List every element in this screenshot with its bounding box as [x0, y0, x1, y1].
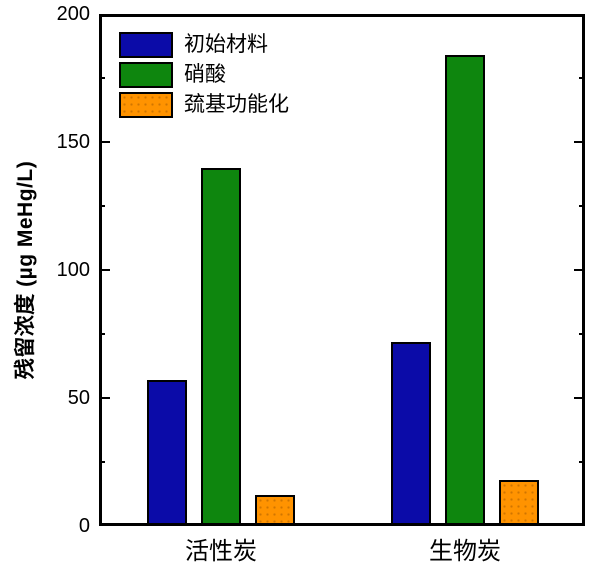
y-axis-left-tick [99, 141, 110, 143]
y-axis-left-tick [99, 77, 105, 79]
bar-group1-series3 [255, 495, 295, 526]
bar-group2-series2 [445, 55, 485, 526]
y-axis-right-tick [579, 333, 585, 335]
legend-label: 初始材料 [184, 33, 268, 56]
y-axis-right-tick [574, 269, 585, 271]
plot-area [99, 14, 585, 526]
y-axis-right-tick [579, 461, 585, 463]
y-axis-left-tick [99, 461, 105, 463]
x-category-label: 活性炭 [185, 538, 257, 565]
legend-item-3: 巯基功能化 [119, 92, 289, 118]
legend-label: 巯基功能化 [184, 93, 289, 116]
legend-swatch [119, 92, 173, 118]
y-axis-left-tick [99, 397, 110, 399]
y-axis-right-tick [579, 205, 585, 207]
legend-swatch [119, 32, 173, 58]
x-category-label: 生物炭 [429, 538, 501, 565]
y-axis-left-tick [99, 333, 105, 335]
y-tick-label: 150 [56, 131, 90, 153]
bar-group1-series2 [201, 168, 241, 526]
legend-swatch [119, 62, 173, 88]
y-axis-right-tick [579, 77, 585, 79]
y-tick-label: 100 [56, 259, 90, 281]
legend-item-2: 硝酸 [119, 62, 289, 88]
bar-group2-series3 [499, 480, 539, 526]
bar-group2-series1 [391, 342, 431, 526]
y-axis-left-tick [99, 205, 105, 207]
y-axis-right-tick [574, 397, 585, 399]
y-tick-label: 0 [78, 515, 90, 537]
bar-group1-series1 [147, 380, 187, 526]
legend-label: 硝酸 [184, 63, 226, 86]
y-axis-left-tick [99, 269, 110, 271]
legend: 初始材料硝酸巯基功能化 [119, 32, 289, 118]
legend-item-1: 初始材料 [119, 32, 289, 58]
y-axis-right-tick [574, 141, 585, 143]
y-tick-label: 200 [56, 3, 90, 25]
y-tick-label: 50 [67, 387, 90, 409]
